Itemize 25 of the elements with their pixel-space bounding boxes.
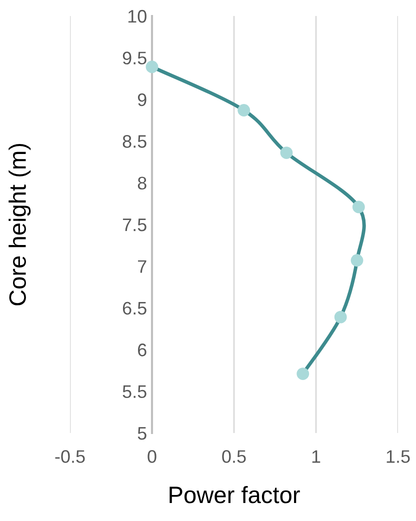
point xyxy=(280,146,293,159)
x-tick-label: 0.5 xyxy=(222,450,246,463)
y-tick-label: 5.5 xyxy=(122,385,146,398)
point xyxy=(238,104,250,116)
point xyxy=(350,254,364,267)
y-tick-label: 9.5 xyxy=(122,52,146,64)
point xyxy=(146,60,158,74)
y-tick-label: 10 xyxy=(128,10,146,23)
x-tick-label: 0 xyxy=(148,450,156,463)
y-tick-label: 5 xyxy=(138,427,146,440)
point xyxy=(334,310,347,324)
y-tick-label: 7.5 xyxy=(122,218,146,232)
y-axis-title: Core height (m) xyxy=(8,144,31,306)
point xyxy=(352,200,365,214)
y-tick-label: 6.5 xyxy=(122,302,146,315)
x-tick-label: 1 xyxy=(312,450,320,463)
x-tick-label: 1.5 xyxy=(386,450,410,463)
point xyxy=(296,368,310,380)
y-tick-label: 8.5 xyxy=(122,135,146,148)
y-tick-label: 6 xyxy=(138,344,146,356)
y-tick-label: 7 xyxy=(138,260,146,273)
x-axis-title: Power factor xyxy=(170,486,300,504)
x-tick-label: -0.5 xyxy=(55,450,85,463)
y-tick-label: 8 xyxy=(138,176,146,190)
y-tick-label: 9 xyxy=(138,93,146,106)
